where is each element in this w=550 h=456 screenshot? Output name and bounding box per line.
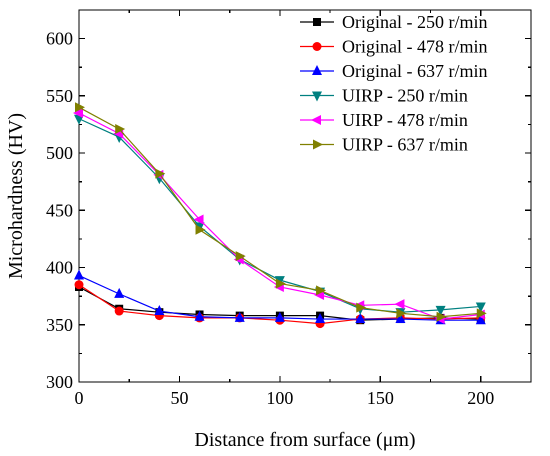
data-point <box>193 214 204 225</box>
series-6 <box>75 102 487 322</box>
data-point <box>73 108 83 119</box>
y-tick-label: 350 <box>46 315 73 335</box>
data-point <box>274 311 285 322</box>
legend-entry: Original - 637 r/min <box>300 61 487 81</box>
data-point <box>114 287 125 298</box>
x-tick-label: 200 <box>467 388 494 408</box>
legend-entry: Original - 478 r/min <box>300 37 487 57</box>
y-tick-label: 450 <box>46 200 73 220</box>
y-tick-label: 600 <box>46 29 73 49</box>
legend-marker <box>312 91 322 102</box>
data-point <box>74 269 84 280</box>
x-tick-label: 100 <box>266 388 293 408</box>
legend-label: UIRP - 637 r/min <box>342 135 468 155</box>
data-point <box>475 314 486 325</box>
data-point <box>235 251 246 262</box>
data-point <box>75 102 85 113</box>
data-series <box>73 102 487 329</box>
legend-marker <box>312 65 322 75</box>
legend-label: Original - 478 r/min <box>342 37 487 57</box>
data-point <box>394 299 405 310</box>
legend-marker <box>311 115 321 125</box>
x-tick-label: 50 <box>170 388 188 408</box>
legend-marker <box>312 42 322 51</box>
data-point <box>154 305 165 316</box>
legend-label: Original - 250 r/min <box>342 12 487 32</box>
y-axis-label: Microhardness (HV) <box>5 113 27 279</box>
plot-area-border <box>78 9 532 383</box>
legend-entry: UIRP - 478 r/min <box>300 110 468 130</box>
data-point <box>436 311 447 322</box>
legend: Original - 250 r/min Original - 478 r/min… <box>300 12 487 155</box>
x-tick-label: 150 <box>367 388 394 408</box>
data-point <box>195 224 206 235</box>
data-point <box>114 306 124 316</box>
data-point <box>275 278 286 289</box>
data-point <box>115 124 126 135</box>
x-axis-label: Distance from surface (μm) <box>194 429 415 451</box>
data-point <box>155 168 166 179</box>
y-tick-label: 500 <box>46 143 73 163</box>
y-tick-label: 550 <box>46 86 73 106</box>
legend-marker <box>313 18 321 26</box>
data-point <box>74 280 84 290</box>
data-point <box>476 308 487 319</box>
data-point <box>475 302 486 313</box>
data-point <box>234 311 245 322</box>
y-tick-label: 300 <box>46 372 73 392</box>
data-point <box>355 313 366 324</box>
legend-marker <box>313 139 323 150</box>
plot-frame <box>78 9 532 383</box>
legend-entry: UIRP - 250 r/min <box>300 86 468 106</box>
data-point <box>315 313 326 324</box>
data-point <box>356 302 367 313</box>
data-point <box>435 305 446 316</box>
data-point <box>316 285 327 296</box>
axis-ticks: 0 50 100 150 200 300 350 400 450 500 550 600 <box>46 10 531 408</box>
data-point <box>396 308 407 319</box>
legend-entry: Original - 250 r/min <box>300 12 487 32</box>
legend-entry: UIRP - 637 r/min <box>300 135 468 155</box>
data-point <box>194 310 205 321</box>
legend-label: Original - 637 r/min <box>342 61 487 81</box>
legend-label: UIRP - 478 r/min <box>342 110 468 130</box>
y-tick-label: 400 <box>46 258 73 278</box>
legend-label: UIRP - 250 r/min <box>342 86 468 106</box>
x-tick-label: 0 <box>75 388 84 408</box>
